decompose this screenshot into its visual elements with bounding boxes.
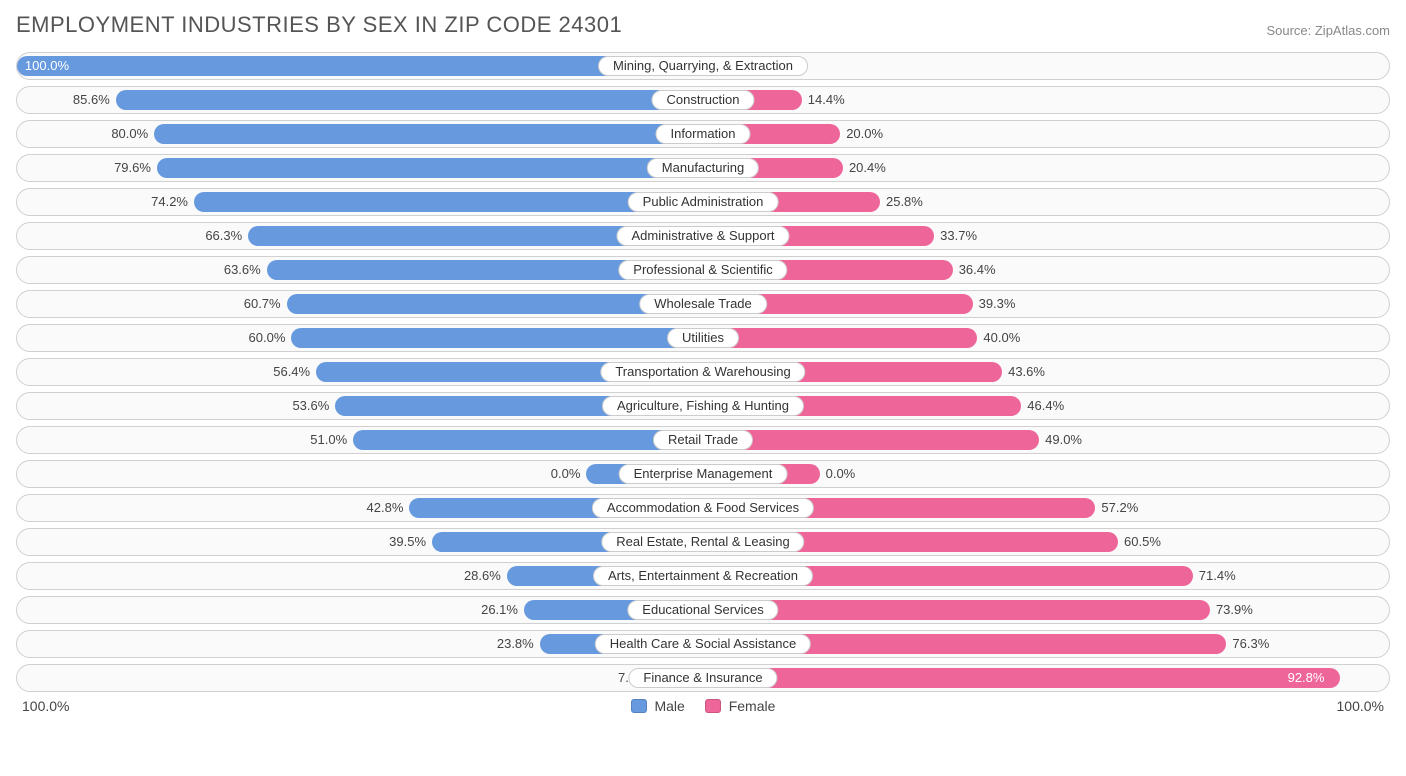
female-pct-label: 46.4% (1027, 398, 1064, 413)
male-pct-label: 26.1% (481, 602, 518, 617)
legend-male: Male (631, 698, 685, 714)
male-pct-label: 63.6% (224, 262, 261, 277)
category-label: Administrative & Support (616, 226, 789, 246)
category-label: Construction (652, 90, 755, 110)
male-pct-label: 100.0% (25, 58, 69, 73)
category-label: Professional & Scientific (618, 260, 787, 280)
category-label: Arts, Entertainment & Recreation (593, 566, 813, 586)
male-pct-label: 39.5% (389, 534, 426, 549)
female-pct-label: 20.4% (849, 160, 886, 175)
female-pct-label: 20.0% (846, 126, 883, 141)
female-pct-label: 92.8% (1288, 670, 1325, 685)
category-label: Accommodation & Food Services (592, 498, 814, 518)
chart-row: 23.8% 76.3% Health Care & Social Assistanc… (16, 630, 1390, 658)
male-bar (194, 192, 703, 212)
axis-left-label: 100.0% (22, 698, 69, 714)
category-label: Enterprise Management (619, 464, 788, 484)
male-pct-label: 85.6% (73, 92, 110, 107)
chart-row: 74.2% 25.8% Public Administration (16, 188, 1390, 216)
male-pct-label: 80.0% (111, 126, 148, 141)
male-pct-label: 60.0% (249, 330, 286, 345)
male-pct-label: 42.8% (367, 500, 404, 515)
male-bar (353, 430, 703, 450)
female-pct-label: 76.3% (1232, 636, 1269, 651)
male-pct-label: 53.6% (292, 398, 329, 413)
chart-row: 39.5% 60.5% Real Estate, Rental & Leasing (16, 528, 1390, 556)
female-pct-label: 0.0% (826, 466, 856, 481)
female-pct-label: 49.0% (1045, 432, 1082, 447)
female-pct-label: 71.4% (1199, 568, 1236, 583)
female-pct-label: 40.0% (983, 330, 1020, 345)
legend-male-label: Male (654, 698, 684, 714)
chart-source: Source: ZipAtlas.com (1266, 23, 1390, 38)
female-pct-label: 73.9% (1216, 602, 1253, 617)
male-pct-label: 56.4% (273, 364, 310, 379)
chart-row: 28.6% 71.4% Arts, Entertainment & Recreati… (16, 562, 1390, 590)
male-bar (157, 158, 703, 178)
category-label: Health Care & Social Assistance (595, 634, 811, 654)
chart-row: 63.6% 36.4% Professional & Scientific (16, 256, 1390, 284)
chart-row: 60.7% 39.3% Wholesale Trade (16, 290, 1390, 318)
category-label: Agriculture, Fishing & Hunting (602, 396, 804, 416)
chart-header: EMPLOYMENT INDUSTRIES BY SEX IN ZIP CODE… (16, 12, 1390, 38)
category-label: Information (655, 124, 750, 144)
female-pct-label: 25.8% (886, 194, 923, 209)
male-swatch (631, 699, 647, 713)
female-bar (703, 600, 1210, 620)
diverging-bar-chart: 100.0% 0.0% Mining, Quarrying, & Extractio… (16, 52, 1390, 692)
chart-row: 66.3% 33.7% Administrative & Support (16, 222, 1390, 250)
category-label: Educational Services (627, 600, 778, 620)
chart-row: 26.1% 73.9% Educational Services (16, 596, 1390, 624)
chart-row: 53.6% 46.4% Agriculture, Fishing & Hunting (16, 392, 1390, 420)
male-pct-label: 23.8% (497, 636, 534, 651)
female-bar (703, 668, 1340, 688)
chart-row: 56.4% 43.6% Transportation & Warehousing (16, 358, 1390, 386)
male-pct-label: 28.6% (464, 568, 501, 583)
category-label: Finance & Insurance (628, 668, 777, 688)
chart-row: 60.0% 40.0% Utilities (16, 324, 1390, 352)
chart-row: 42.8% 57.2% Accommodation & Food Services (16, 494, 1390, 522)
chart-row: 80.0% 20.0% Information (16, 120, 1390, 148)
chart-row: 79.6% 20.4% Manufacturing (16, 154, 1390, 182)
legend-female: Female (705, 698, 776, 714)
male-pct-label: 0.0% (551, 466, 581, 481)
category-label: Manufacturing (647, 158, 759, 178)
category-label: Utilities (667, 328, 739, 348)
female-pct-label: 14.4% (808, 92, 845, 107)
female-swatch (705, 699, 721, 713)
female-bar (703, 430, 1039, 450)
male-pct-label: 66.3% (205, 228, 242, 243)
category-label: Wholesale Trade (639, 294, 767, 314)
chart-row: 85.6% 14.4% Construction (16, 86, 1390, 114)
chart-row: 0.0% 0.0% Enterprise Management (16, 460, 1390, 488)
chart-title: EMPLOYMENT INDUSTRIES BY SEX IN ZIP CODE… (16, 12, 622, 38)
chart-legend: 100.0% Male Female 100.0% (16, 698, 1390, 714)
male-pct-label: 79.6% (114, 160, 151, 175)
category-label: Mining, Quarrying, & Extraction (598, 56, 808, 76)
female-pct-label: 39.3% (979, 296, 1016, 311)
male-bar (291, 328, 703, 348)
chart-row: 100.0%0.0%Mining, Quarrying, & Extractio… (16, 52, 1390, 80)
male-pct-label: 51.0% (310, 432, 347, 447)
category-label: Retail Trade (653, 430, 753, 450)
male-bar (154, 124, 703, 144)
category-label: Transportation & Warehousing (600, 362, 805, 382)
female-pct-label: 36.4% (959, 262, 996, 277)
chart-row: 51.0% 49.0% Retail Trade (16, 426, 1390, 454)
axis-right-label: 100.0% (1337, 698, 1384, 714)
female-pct-label: 43.6% (1008, 364, 1045, 379)
category-label: Public Administration (628, 192, 779, 212)
male-bar (116, 90, 703, 110)
female-bar (703, 328, 977, 348)
male-pct-label: 74.2% (151, 194, 188, 209)
legend-female-label: Female (729, 698, 776, 714)
chart-row: 7.2%92.8%Finance & Insurance (16, 664, 1390, 692)
category-label: Real Estate, Rental & Leasing (601, 532, 804, 552)
female-pct-label: 57.2% (1101, 500, 1138, 515)
male-pct-label: 60.7% (244, 296, 281, 311)
female-pct-label: 33.7% (940, 228, 977, 243)
female-pct-label: 60.5% (1124, 534, 1161, 549)
